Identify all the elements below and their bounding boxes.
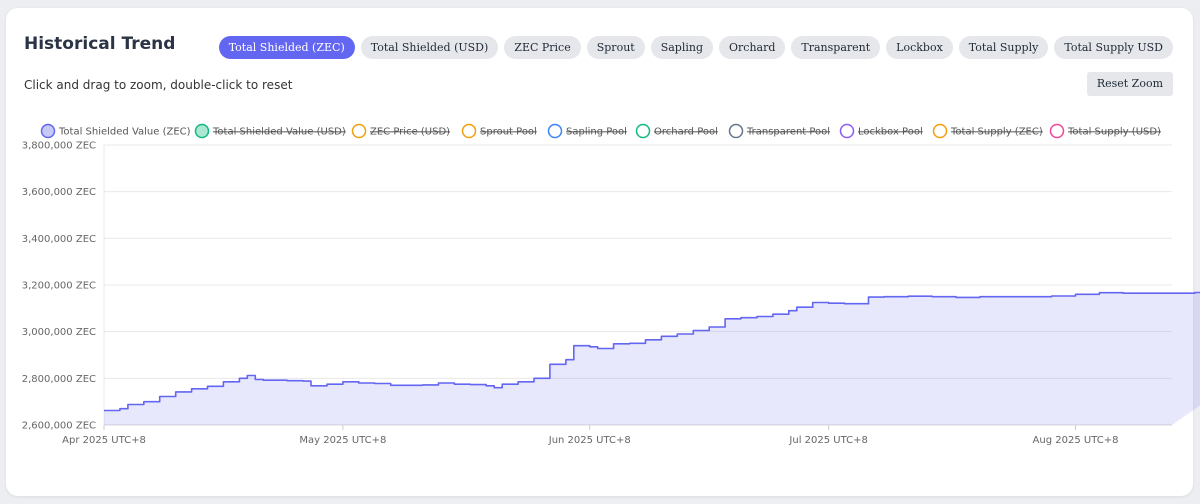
legend-item-label[interactable]: Transparent Pool <box>746 127 830 138</box>
metric-pill-lockbox[interactable]: Lockbox <box>886 36 953 59</box>
x-tick-label: Jun 2025 UTC+8 <box>548 435 631 446</box>
series-area-fill <box>104 292 1200 425</box>
metric-pill-total-shielded-zec[interactable]: Total Shielded (ZEC) <box>218 36 355 59</box>
legend-item-label[interactable]: Sapling Pool <box>566 127 627 138</box>
metric-pill-orchard[interactable]: Orchard <box>719 36 786 59</box>
zoom-hint: Click and drag to zoom, double-click to … <box>24 78 293 92</box>
legend-item-label[interactable]: Lockbox Pool <box>858 127 923 138</box>
legend-item-label[interactable]: Sprout Pool <box>480 127 537 138</box>
legend-item-label[interactable]: Total Supply (USD) <box>1067 127 1161 138</box>
reset-zoom-button[interactable]: Reset Zoom <box>1086 72 1173 96</box>
legend-item-label[interactable]: Total Shielded Value (ZEC) <box>58 127 191 138</box>
x-tick-label: Aug 2025 UTC+8 <box>1033 435 1119 446</box>
chart-card: Historical Trend Click and drag to zoom,… <box>6 8 1193 496</box>
x-tick-label: Jul 2025 UTC+8 <box>788 435 867 446</box>
metric-pill-sprout[interactable]: Sprout <box>586 36 645 59</box>
legend-item-label[interactable]: Orchard Pool <box>654 127 718 138</box>
y-tick-label: 2,600,000 ZEC <box>22 421 96 432</box>
y-tick-label: 3,200,000 ZEC <box>22 281 96 292</box>
metric-pill-transparent[interactable]: Transparent <box>791 36 881 59</box>
legend-marker[interactable] <box>932 123 948 139</box>
page-title: Historical Trend <box>24 34 176 54</box>
legend-marker[interactable] <box>194 123 210 139</box>
legend-item-label[interactable]: Total Shielded Value (USD) <box>212 127 346 138</box>
x-tick-label: Apr 2025 UTC+8 <box>62 435 146 446</box>
legend-marker[interactable] <box>839 123 855 139</box>
legend-item-label[interactable]: Total Supply (ZEC) <box>950 127 1043 138</box>
metric-pill-sapling[interactable]: Sapling <box>650 36 714 59</box>
legend-marker[interactable] <box>1049 123 1065 139</box>
series-line-total-shielded-zec[interactable] <box>104 182 1200 412</box>
legend-marker[interactable] <box>635 123 651 139</box>
y-tick-label: 3,400,000 ZEC <box>22 234 96 245</box>
y-tick-label: 3,800,000 ZEC <box>22 141 96 152</box>
legend-item-label[interactable]: ZEC Price (USD) <box>370 127 450 138</box>
legend-marker[interactable] <box>461 123 477 139</box>
legend-marker[interactable] <box>351 123 367 139</box>
y-tick-label: 3,000,000 ZEC <box>22 327 96 338</box>
legend-marker[interactable] <box>728 123 744 139</box>
y-tick-label: 3,600,000 ZEC <box>22 187 96 198</box>
metric-pill-total-supply-usd[interactable]: Total Supply USD <box>1054 36 1173 59</box>
metric-pill-total-supply[interactable]: Total Supply <box>958 36 1049 59</box>
legend-marker[interactable] <box>40 123 56 139</box>
metric-selector: Total Shielded (ZEC) Total Shielded (USD)… <box>218 36 1173 59</box>
x-tick-label: May 2025 UTC+8 <box>299 435 386 446</box>
legend-marker[interactable] <box>547 123 563 139</box>
metric-pill-total-shielded-usd[interactable]: Total Shielded (USD) <box>360 36 499 59</box>
y-tick-label: 2,800,000 ZEC <box>22 374 96 385</box>
metric-pill-zec-price[interactable]: ZEC Price <box>504 36 581 59</box>
